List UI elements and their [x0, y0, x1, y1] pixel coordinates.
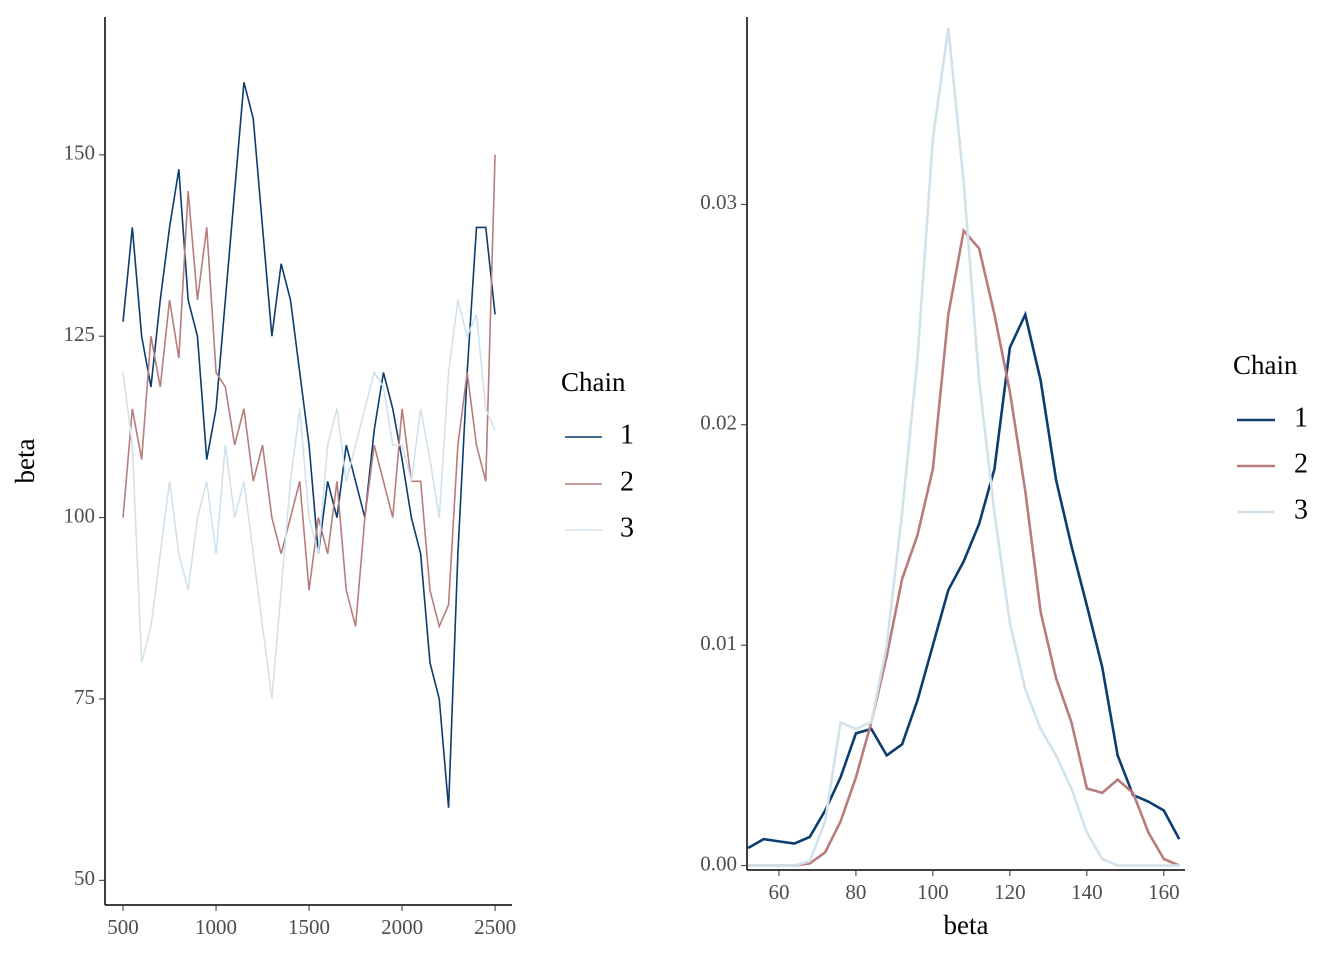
series-line [748, 27, 1180, 867]
y-tick-label: 0.00 [700, 851, 737, 875]
legend-label: 2 [620, 466, 634, 497]
x-tick-label: 2000 [381, 915, 423, 939]
y-tick-label: 150 [64, 141, 96, 165]
series-line [122, 82, 496, 808]
y-axis-label: beta [10, 439, 40, 484]
y-tick-label: 100 [64, 503, 96, 527]
legend-label: 2 [1294, 448, 1308, 479]
x-tick-label: 160 [1148, 880, 1180, 904]
legend-title: Chain [561, 367, 626, 397]
x-tick-label: 500 [107, 915, 139, 939]
x-tick-label: 1500 [288, 915, 330, 939]
legend-label: 1 [620, 419, 634, 450]
y-tick-label: 0.03 [700, 190, 737, 214]
series-line [748, 227, 1180, 867]
y-tick-label: 50 [74, 866, 95, 890]
x-tick-label: 1000 [195, 915, 237, 939]
legend-title: Chain [1233, 350, 1298, 380]
series-line [122, 299, 496, 700]
x-axis-label: beta [944, 910, 989, 940]
legend-label: 3 [620, 512, 634, 543]
x-tick-label: 80 [845, 880, 866, 904]
x-tick-label: 100 [917, 880, 949, 904]
legend-label: 3 [1294, 494, 1308, 525]
y-tick-label: 0.02 [700, 411, 737, 435]
legend-label: 1 [1294, 402, 1308, 433]
series-line [122, 154, 496, 629]
y-tick-label: 125 [64, 322, 96, 346]
x-tick-label: 120 [994, 880, 1026, 904]
y-tick-label: 75 [74, 685, 95, 709]
y-tick-label: 0.01 [700, 631, 737, 655]
x-tick-label: 2500 [474, 915, 516, 939]
x-tick-label: 60 [768, 880, 789, 904]
series-line [747, 310, 1181, 850]
x-tick-label: 140 [1071, 880, 1103, 904]
